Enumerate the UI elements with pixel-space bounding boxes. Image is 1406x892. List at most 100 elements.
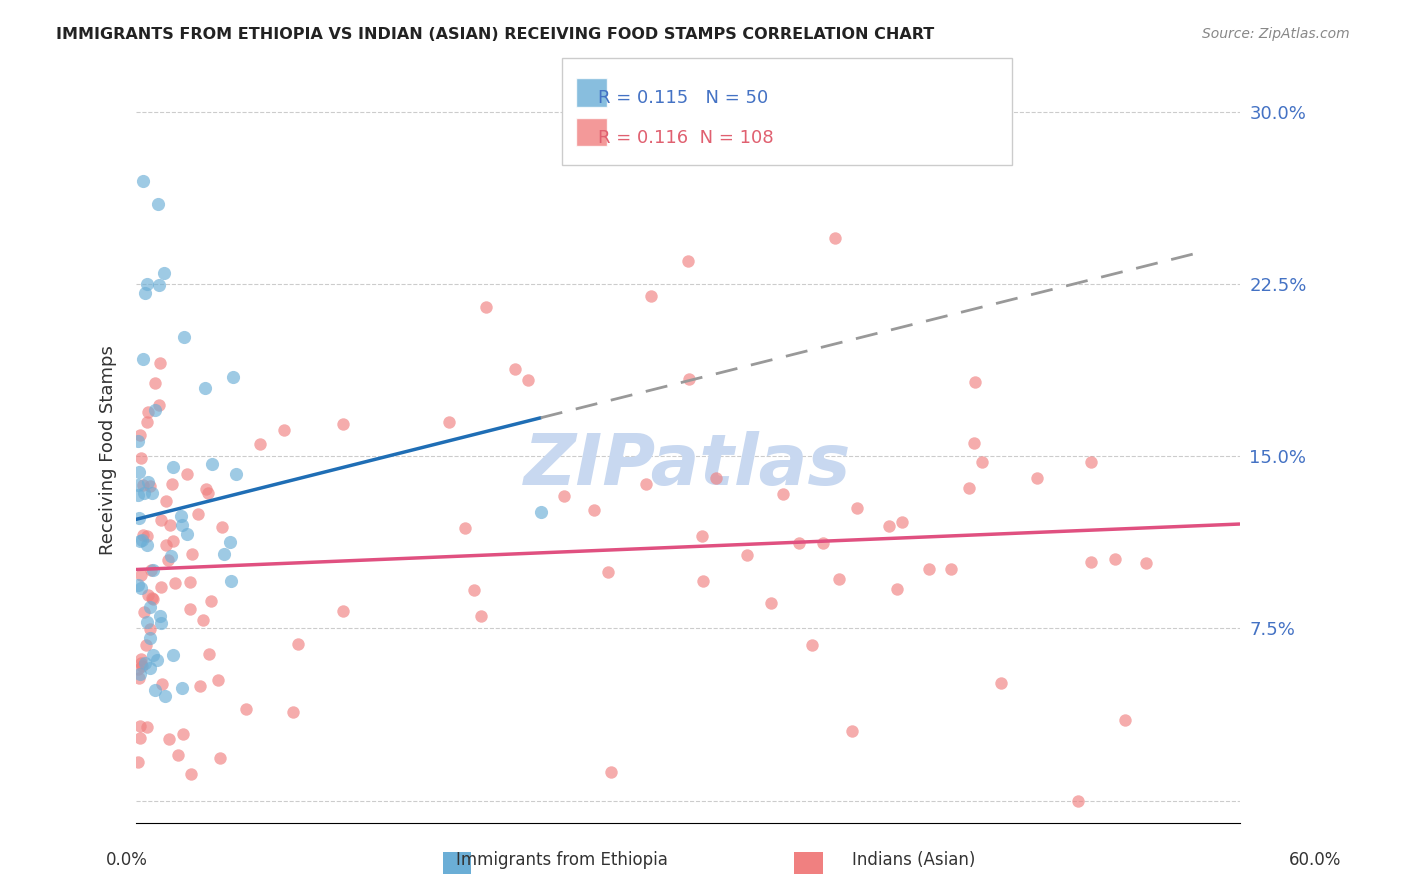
Point bbox=[134, 286, 156, 301]
Point bbox=[142, 648, 165, 662]
Point bbox=[170, 509, 193, 524]
Point bbox=[828, 572, 851, 586]
Point bbox=[135, 615, 157, 630]
Point bbox=[136, 415, 159, 429]
Point bbox=[222, 369, 245, 384]
Point bbox=[141, 591, 163, 605]
Point bbox=[516, 373, 538, 387]
Point bbox=[129, 581, 152, 595]
Y-axis label: Receiving Food Stamps: Receiving Food Stamps bbox=[100, 345, 117, 556]
Point bbox=[139, 599, 162, 614]
Point bbox=[678, 371, 700, 385]
Point bbox=[179, 574, 201, 589]
Point bbox=[134, 486, 156, 500]
Point bbox=[149, 609, 172, 624]
Point bbox=[163, 575, 186, 590]
Point bbox=[136, 720, 159, 734]
Point bbox=[136, 277, 159, 292]
Point bbox=[582, 502, 605, 516]
Point bbox=[1135, 556, 1157, 570]
Point bbox=[200, 594, 222, 608]
Point bbox=[138, 661, 160, 675]
Point bbox=[139, 631, 162, 645]
Point bbox=[155, 538, 177, 552]
Point bbox=[129, 428, 152, 442]
Point bbox=[201, 457, 224, 471]
Point bbox=[249, 437, 271, 451]
Point bbox=[1080, 555, 1102, 569]
Point bbox=[530, 505, 553, 519]
Point bbox=[208, 751, 231, 765]
Point bbox=[148, 398, 170, 412]
Point bbox=[129, 719, 152, 733]
Point bbox=[963, 436, 986, 450]
Point bbox=[273, 423, 295, 437]
Point bbox=[170, 681, 193, 696]
Point bbox=[134, 656, 156, 670]
Point bbox=[503, 362, 526, 376]
Point bbox=[704, 470, 727, 484]
Point bbox=[735, 548, 758, 562]
Point bbox=[136, 405, 159, 419]
Point bbox=[634, 477, 657, 491]
Point bbox=[139, 479, 162, 493]
Text: R = 0.116  N = 108: R = 0.116 N = 108 bbox=[598, 129, 773, 147]
Point bbox=[142, 591, 165, 606]
Point bbox=[129, 451, 152, 466]
Text: Source: ZipAtlas.com: Source: ZipAtlas.com bbox=[1202, 27, 1350, 41]
Point bbox=[157, 732, 180, 747]
Point bbox=[1067, 793, 1090, 807]
Text: R = 0.115   N = 50: R = 0.115 N = 50 bbox=[598, 89, 768, 107]
Point bbox=[811, 536, 834, 550]
Point bbox=[128, 465, 150, 479]
Point bbox=[167, 748, 190, 763]
Point bbox=[190, 679, 212, 693]
Point bbox=[152, 266, 174, 280]
Point bbox=[131, 528, 153, 542]
Point bbox=[176, 527, 198, 541]
Point bbox=[157, 552, 180, 566]
Point bbox=[180, 766, 202, 780]
Point bbox=[136, 529, 159, 543]
Point bbox=[149, 356, 172, 370]
Point bbox=[153, 690, 176, 704]
Point bbox=[463, 582, 485, 597]
Point bbox=[676, 254, 699, 268]
Point bbox=[141, 486, 163, 500]
Point bbox=[198, 648, 221, 662]
Point bbox=[135, 538, 157, 552]
Point bbox=[207, 673, 229, 687]
Point bbox=[132, 174, 155, 188]
Point bbox=[194, 483, 217, 497]
Point bbox=[287, 637, 309, 651]
Point bbox=[172, 727, 194, 741]
Point bbox=[1114, 713, 1136, 727]
Point bbox=[129, 568, 152, 582]
Point bbox=[877, 519, 900, 533]
Point bbox=[193, 613, 215, 627]
Point bbox=[640, 288, 662, 302]
Text: Indians (Asian): Indians (Asian) bbox=[852, 851, 976, 869]
Point bbox=[824, 231, 846, 245]
Point bbox=[225, 467, 247, 481]
Point bbox=[194, 381, 217, 395]
Point bbox=[131, 533, 153, 547]
Point bbox=[127, 578, 149, 592]
Text: Immigrants from Ethiopia: Immigrants from Ethiopia bbox=[457, 851, 668, 869]
Point bbox=[800, 638, 823, 652]
Point bbox=[197, 486, 219, 500]
Point bbox=[129, 656, 152, 670]
Point bbox=[143, 376, 166, 390]
Point bbox=[886, 582, 908, 596]
Point bbox=[128, 533, 150, 548]
Point bbox=[128, 511, 150, 525]
Point bbox=[142, 563, 165, 577]
Point bbox=[149, 616, 172, 631]
Point bbox=[891, 515, 914, 529]
Point bbox=[692, 574, 714, 588]
Point bbox=[127, 478, 149, 492]
Point bbox=[918, 562, 941, 576]
Point bbox=[176, 467, 198, 482]
Point bbox=[1080, 455, 1102, 469]
Point bbox=[219, 574, 242, 588]
